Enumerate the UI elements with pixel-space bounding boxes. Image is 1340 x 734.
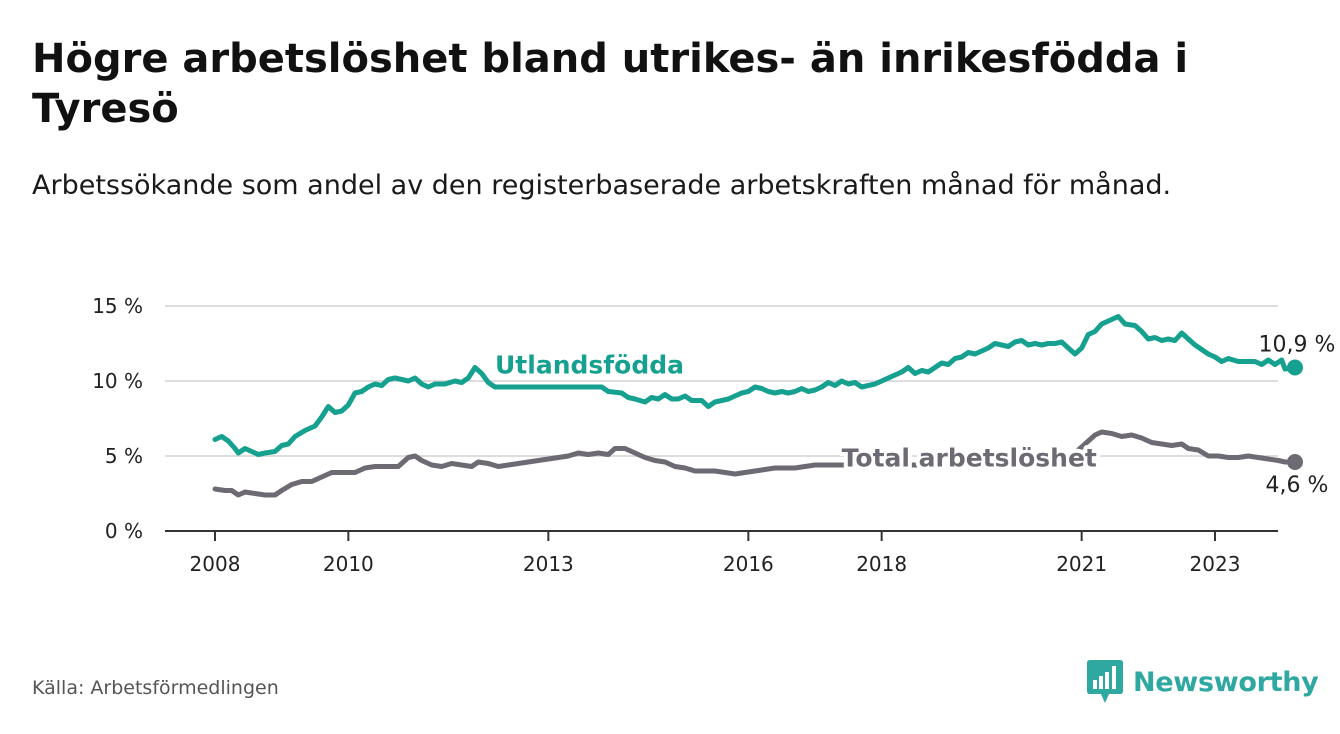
page-title: Högre arbetslöshet bland utrikes- än inr… bbox=[32, 36, 1189, 132]
series-end-marker bbox=[1287, 454, 1303, 470]
series-line bbox=[212, 314, 1298, 457]
series-end-marker bbox=[1287, 359, 1303, 376]
series-line bbox=[212, 429, 1298, 498]
source-note: Källa: Arbetsförmedlingen bbox=[32, 677, 279, 699]
y-axis-ticks: 0 % 5 % 10 % 15 % bbox=[92, 294, 143, 543]
x-tick-label: 2016 bbox=[723, 552, 774, 576]
brand-logo: Newsworthy bbox=[1087, 660, 1319, 704]
brand-name: Newsworthy bbox=[1133, 666, 1319, 698]
x-tick-label: 2008 bbox=[190, 552, 241, 576]
y-tick-label: 10 % bbox=[92, 369, 143, 393]
x-tick-label: 2021 bbox=[1056, 552, 1107, 576]
series-lines bbox=[212, 314, 1303, 498]
series-name-label: Total arbetslöshet bbox=[842, 444, 1097, 473]
x-tick-label: 2010 bbox=[323, 552, 374, 576]
newsworthy-logo-icon bbox=[1087, 660, 1123, 703]
line-chart: 0 %5 %10 %15 % 2008 2010 2013 2016 2018 2021 2… bbox=[92, 294, 1338, 576]
chart-subtitle: Arbetssökande som andel av den registerb… bbox=[32, 170, 1172, 201]
series-end-label: 4,6 % bbox=[1266, 473, 1329, 498]
series-end-label: 10,9 % bbox=[1259, 333, 1336, 358]
y-tick-label: 15 % bbox=[92, 294, 143, 318]
x-tick-label: 2018 bbox=[856, 552, 907, 576]
series-name-label: Utlandsfödda bbox=[495, 351, 684, 380]
x-tick-label: 2023 bbox=[1190, 552, 1241, 576]
y-tick-label: 0 % bbox=[105, 519, 143, 543]
y-tick-label: 5 % bbox=[105, 444, 143, 468]
gridlines bbox=[165, 305, 1278, 457]
x-tick-label: 2013 bbox=[523, 552, 574, 576]
series-labels: 10,9 % 4,6 % Utlandsfödda Total arbetslöshe… bbox=[491, 330, 1338, 502]
x-axis-ticks: 2008 2010 2013 2016 2018 2021 2023 bbox=[190, 531, 1241, 576]
